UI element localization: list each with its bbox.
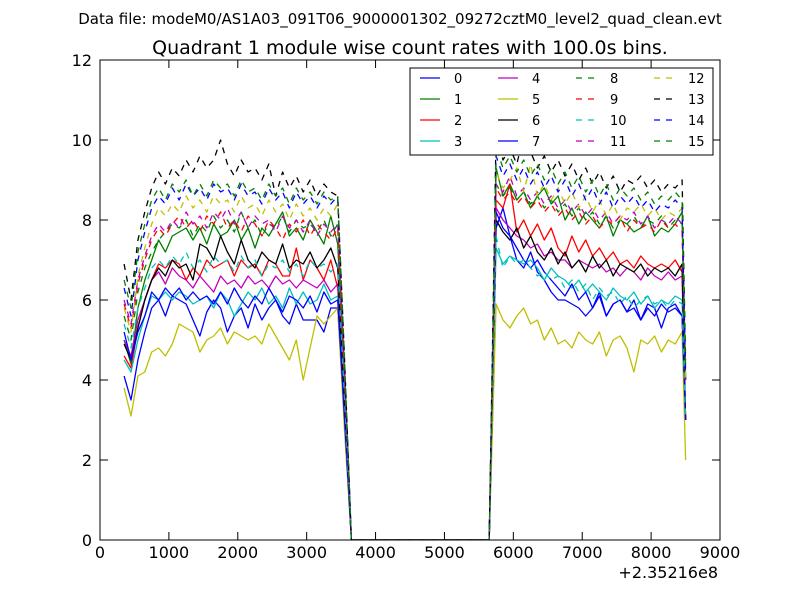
legend-label-0: 0: [454, 72, 462, 87]
legend-label-15: 15: [688, 135, 705, 150]
legend-label-3: 3: [454, 135, 462, 150]
legend-label-12: 12: [688, 72, 705, 87]
legend-label-7: 7: [532, 135, 540, 150]
x-tick-label: 5000: [424, 543, 465, 562]
x-tick-label: 3000: [286, 543, 327, 562]
x-tick-label: 1000: [149, 543, 190, 562]
legend-label-1: 1: [454, 93, 462, 108]
legend-label-2: 2: [454, 114, 462, 129]
figure-suptitle: Data file: modeM0/AS1A03_091T06_90000013…: [78, 10, 722, 29]
x-tick-label: 9000: [700, 543, 741, 562]
legend-label-6: 6: [532, 114, 540, 129]
legend-label-5: 5: [532, 93, 540, 108]
legend-label-8: 8: [610, 72, 618, 87]
y-tick-label: 0: [82, 531, 92, 550]
y-tick-label: 2: [82, 451, 92, 470]
y-tick-label: 10: [72, 131, 92, 150]
series-line-10: [123, 235, 687, 540]
series-line-13: [123, 131, 687, 540]
x-offset-label: +2.35216e8: [618, 563, 718, 582]
x-tick-label: 7000: [562, 543, 603, 562]
x-tick-label: 2000: [217, 543, 258, 562]
y-tick-label: 4: [82, 371, 92, 390]
series-line-15: [123, 147, 687, 540]
x-tick-label: 0: [95, 543, 105, 562]
x-tick-label: 4000: [355, 543, 396, 562]
x-tick-label: 6000: [493, 543, 534, 562]
series-line-8: [123, 183, 687, 540]
series-line-11: [123, 175, 687, 540]
legend-frame: [409, 67, 714, 156]
legend-label-11: 11: [610, 135, 627, 150]
legend-label-14: 14: [688, 114, 705, 129]
series-line-14: [123, 155, 687, 540]
legend-label-10: 10: [610, 114, 627, 129]
axis-ticks: 0 1000 2000 3000 4000 5000 6000 7000 8000 9000 0 2 4…: [72, 51, 741, 562]
x-tick-label: 8000: [631, 543, 672, 562]
series-layer: [123, 131, 687, 540]
legend-label-13: 13: [688, 93, 705, 108]
legend-label-9: 9: [610, 93, 618, 108]
y-tick-label: 12: [72, 51, 92, 70]
y-tick-label: 6: [82, 291, 92, 310]
y-tick-label: 8: [82, 211, 92, 230]
series-line-7: [123, 211, 687, 540]
chart-title: Quadrant 1 module wise count rates with …: [152, 37, 668, 59]
legend-label-4: 4: [532, 72, 540, 87]
